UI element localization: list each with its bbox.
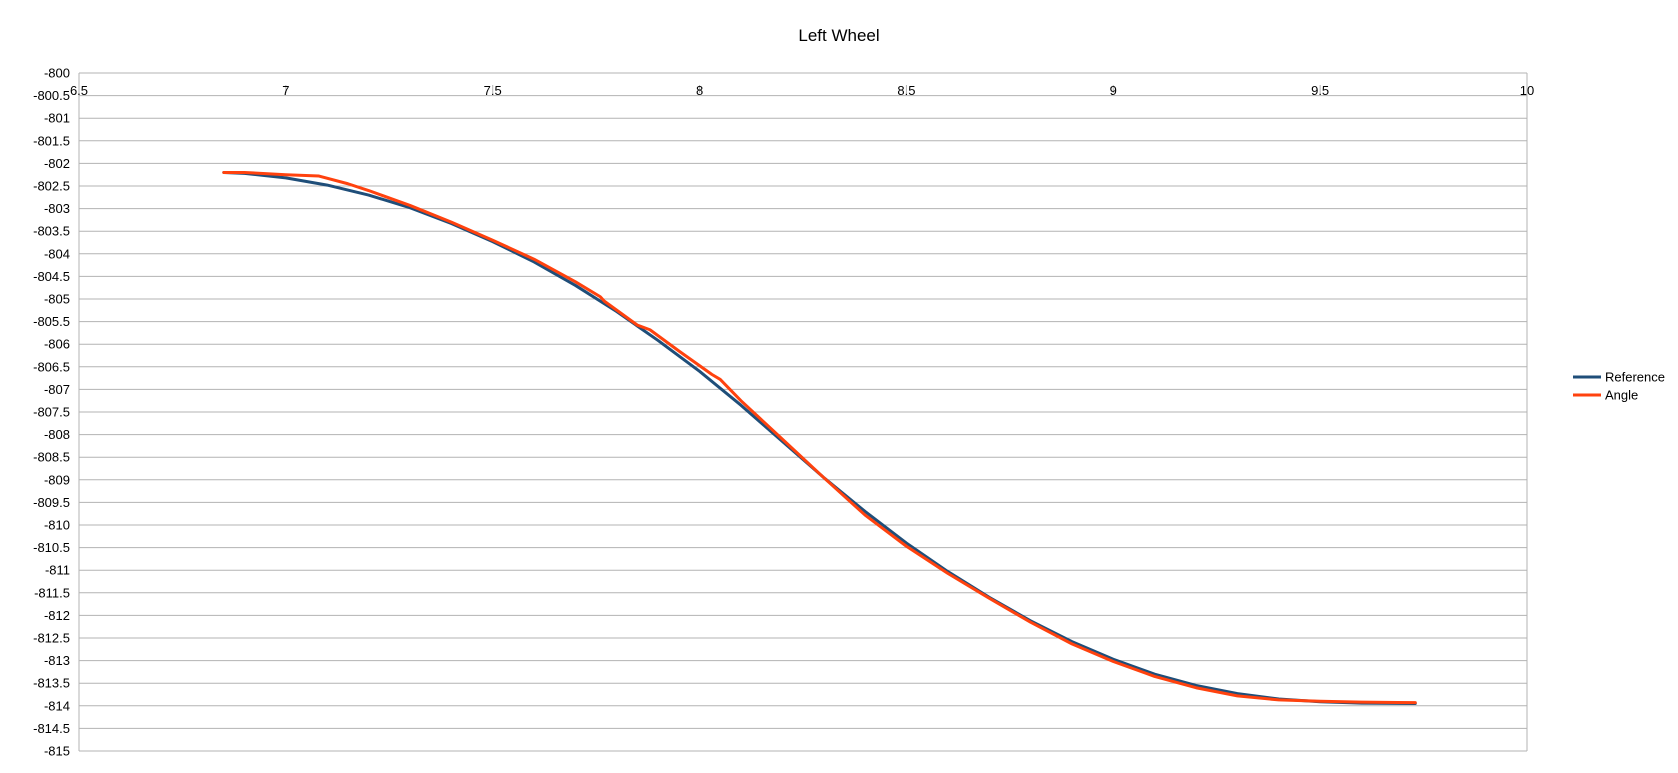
y-tick-label: -807.5 <box>33 405 70 420</box>
series-line-reference <box>222 170 1417 706</box>
y-tick-label: -803 <box>44 201 70 216</box>
x-tick-label: 7.5 <box>484 83 502 98</box>
y-tick-label: -812.5 <box>33 631 70 646</box>
y-tick-label: -800 <box>44 66 70 81</box>
y-tick-label: -805.5 <box>33 314 70 329</box>
x-tick-label: 10 <box>1520 83 1534 98</box>
y-tick-label: -806 <box>44 337 70 352</box>
legend: Reference Angle <box>1573 370 1665 403</box>
y-tick-label: -806.5 <box>33 359 70 374</box>
series-line-angle <box>222 170 1417 705</box>
y-tick-label: -811.5 <box>34 585 70 600</box>
y-tick-label: -802 <box>44 156 70 171</box>
legend-label-reference: Reference <box>1605 370 1665 385</box>
y-tick-label: -812 <box>44 608 70 623</box>
x-tick-label: 8 <box>696 83 703 98</box>
y-tick-label: -805 <box>44 292 70 307</box>
y-tick-label: -804 <box>44 246 70 261</box>
y-tick-label: -809.5 <box>33 495 70 510</box>
y-tick-label: -810 <box>44 518 70 533</box>
y-tick-label: -804.5 <box>33 269 70 284</box>
x-tick-label: 9.5 <box>1311 83 1329 98</box>
y-tick-label: -815 <box>44 744 70 759</box>
y-tick-label: -801 <box>44 111 70 126</box>
x-tick-label: 7 <box>282 83 289 98</box>
y-tick-label: -810.5 <box>33 540 70 555</box>
y-tick-label: -803.5 <box>33 224 70 239</box>
y-tick-label: -814 <box>44 698 70 713</box>
y-tick-label: -808.5 <box>33 450 70 465</box>
x-tick-label: 6.5 <box>70 83 88 98</box>
y-tick-label: -813 <box>44 653 70 668</box>
x-tick-label: 8.5 <box>897 83 915 98</box>
y-tick-label: -811 <box>45 563 70 578</box>
y-tick-label: -802.5 <box>33 179 70 194</box>
y-tick-label: -809 <box>44 472 70 487</box>
chart-title: Left Wheel <box>798 26 879 45</box>
y-tick-label: -808 <box>44 427 70 442</box>
y-tick-label: -800.5 <box>33 88 70 103</box>
y-tick-label: -801.5 <box>33 133 70 148</box>
y-tick-label: -807 <box>44 382 70 397</box>
y-tick-label: -814.5 <box>33 721 70 736</box>
series-lines <box>222 170 1417 706</box>
y-tick-label: -813.5 <box>33 676 70 691</box>
x-tick-label: 9 <box>1110 83 1117 98</box>
legend-label-angle: Angle <box>1605 388 1638 403</box>
axes: -800 -800.5 -801 -801.5 -802 -802.5 -803 -803.5… <box>33 66 1534 759</box>
